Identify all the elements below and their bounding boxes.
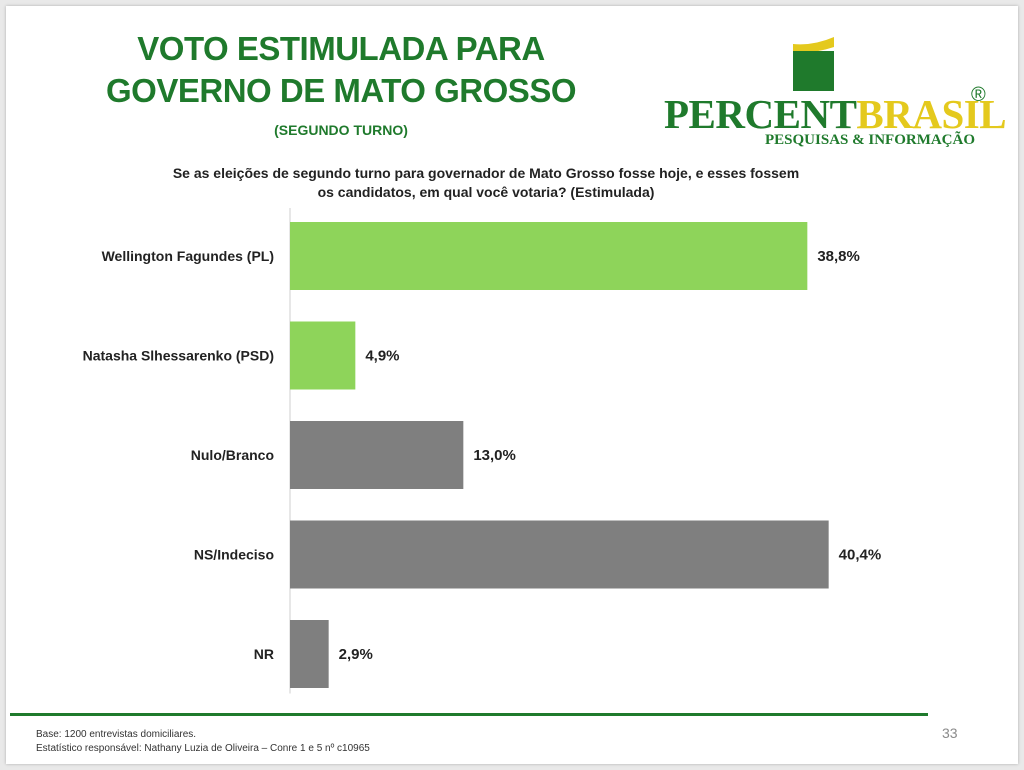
bar <box>290 620 329 688</box>
title-line-2: GOVERNO DE MATO GROSSO <box>106 72 577 109</box>
logo-tagline: PESQUISAS & INFORMAÇÃO <box>765 132 976 148</box>
bar <box>290 520 829 589</box>
question-line-2: os candidatos, em qual você votaria? (Es… <box>317 184 655 200</box>
logo-wordmark-brasil: BRASIL <box>856 91 1007 137</box>
data-label: 13,0% <box>473 447 516 464</box>
data-label: 40,4% <box>839 547 882 564</box>
category-label: Nulo/Branco <box>191 447 274 463</box>
title-line-1: VOTO ESTIMULADA PARA <box>137 30 545 67</box>
bar <box>290 222 808 290</box>
percentbrasil-logo: PERCENTBRASIL ® PESQUISAS & INFORMAÇÃO <box>661 34 1007 154</box>
bar <box>290 321 356 390</box>
footer-divider <box>10 713 928 716</box>
footer-base: Base: 1200 entrevistas domiciliares. <box>36 729 197 740</box>
logo-wordmark: PERCENTBRASIL <box>664 90 1007 138</box>
category-label: NS/Indeciso <box>194 547 274 563</box>
footer-statistician: Estatístico responsável: Nathany Luzia d… <box>36 743 370 754</box>
slide: VOTO ESTIMULADA PARA GOVERNO DE MATO GRO… <box>6 6 1018 764</box>
data-label: 2,9% <box>339 646 373 663</box>
data-label: 38,8% <box>817 248 860 265</box>
data-label: 4,9% <box>365 348 399 365</box>
category-label: Natasha Slhessarenko (PSD) <box>83 348 274 364</box>
flag-wave <box>793 37 834 53</box>
logo-wordmark-percent: PERCENT <box>664 91 857 137</box>
page-number: 33 <box>942 725 958 741</box>
flag-body <box>793 51 834 91</box>
bar <box>290 421 464 489</box>
question-line-1: Se as eleições de segundo turno para gov… <box>172 165 800 181</box>
flag-icon <box>793 37 834 91</box>
page-title: VOTO ESTIMULADA PARA GOVERNO DE MATO GRO… <box>66 28 616 112</box>
bar-chart: Wellington Fagundes (PL) 38,8% Natasha Slh… <box>83 208 882 694</box>
survey-question: Se as eleições de segundo turno para gov… <box>126 164 846 202</box>
category-label: Wellington Fagundes (PL) <box>102 248 274 264</box>
page-subtitle: (SEGUNDO TURNO) <box>274 122 408 138</box>
category-label: NR <box>254 646 274 662</box>
footer-notes: Base: 1200 entrevistas domiciliares. Est… <box>36 728 370 756</box>
registered-mark: ® <box>971 84 986 106</box>
